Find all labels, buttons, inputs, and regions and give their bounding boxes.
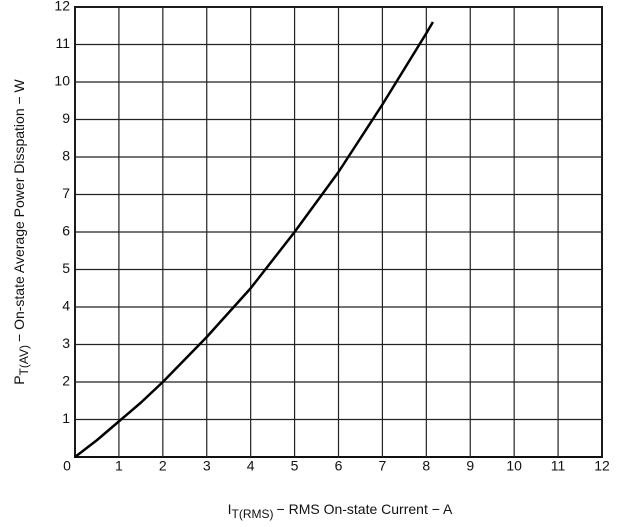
y-tick-label: 1 [62,410,70,426]
x-tick-label: 5 [291,458,299,474]
x-tick-label: 2 [159,458,167,474]
x-tick-label: 7 [379,458,387,474]
x-tick-label: 9 [466,458,474,474]
x-label-sub: T(RMS) [232,507,274,521]
y-tick-label: 5 [62,260,70,276]
y-label-rest: − On-state Average Power Disspation − W [11,78,27,342]
y-tick-label: 9 [62,110,70,126]
y-tick-label: 12 [54,0,70,14]
y-tick-label: 7 [62,185,70,201]
y-tick-label: 11 [55,35,70,51]
x-tick-label: 12 [594,458,610,474]
y-tick-label: 2 [62,373,70,389]
y-tick-label: 10 [54,73,70,89]
x-tick-label: 0 [63,458,71,474]
y-axis-label: PT(AV) − On-state Average Power Disspatio… [11,78,31,384]
x-tick-label: 4 [247,458,255,474]
x-tick-label: 10 [506,458,522,474]
y-tick-label: 8 [62,148,70,164]
x-tick-label: 8 [422,458,430,474]
x-label-main: I [228,501,232,517]
x-tick-label: 11 [551,458,566,474]
y-tick-label: 6 [62,223,70,239]
data-line [74,21,434,458]
y-tick-label: 3 [62,335,70,351]
x-tick-label: 6 [335,458,343,474]
x-axis-label: IT(RMS) − RMS On-state Current − A [228,501,453,521]
y-label-sub: T(AV) [17,345,31,375]
y-label-main: P [11,375,27,384]
x-tick-label: 1 [115,458,123,474]
x-tick-label: 3 [203,458,211,474]
x-label-rest: − RMS On-state Current − A [277,501,454,517]
y-tick-label: 4 [62,298,70,314]
